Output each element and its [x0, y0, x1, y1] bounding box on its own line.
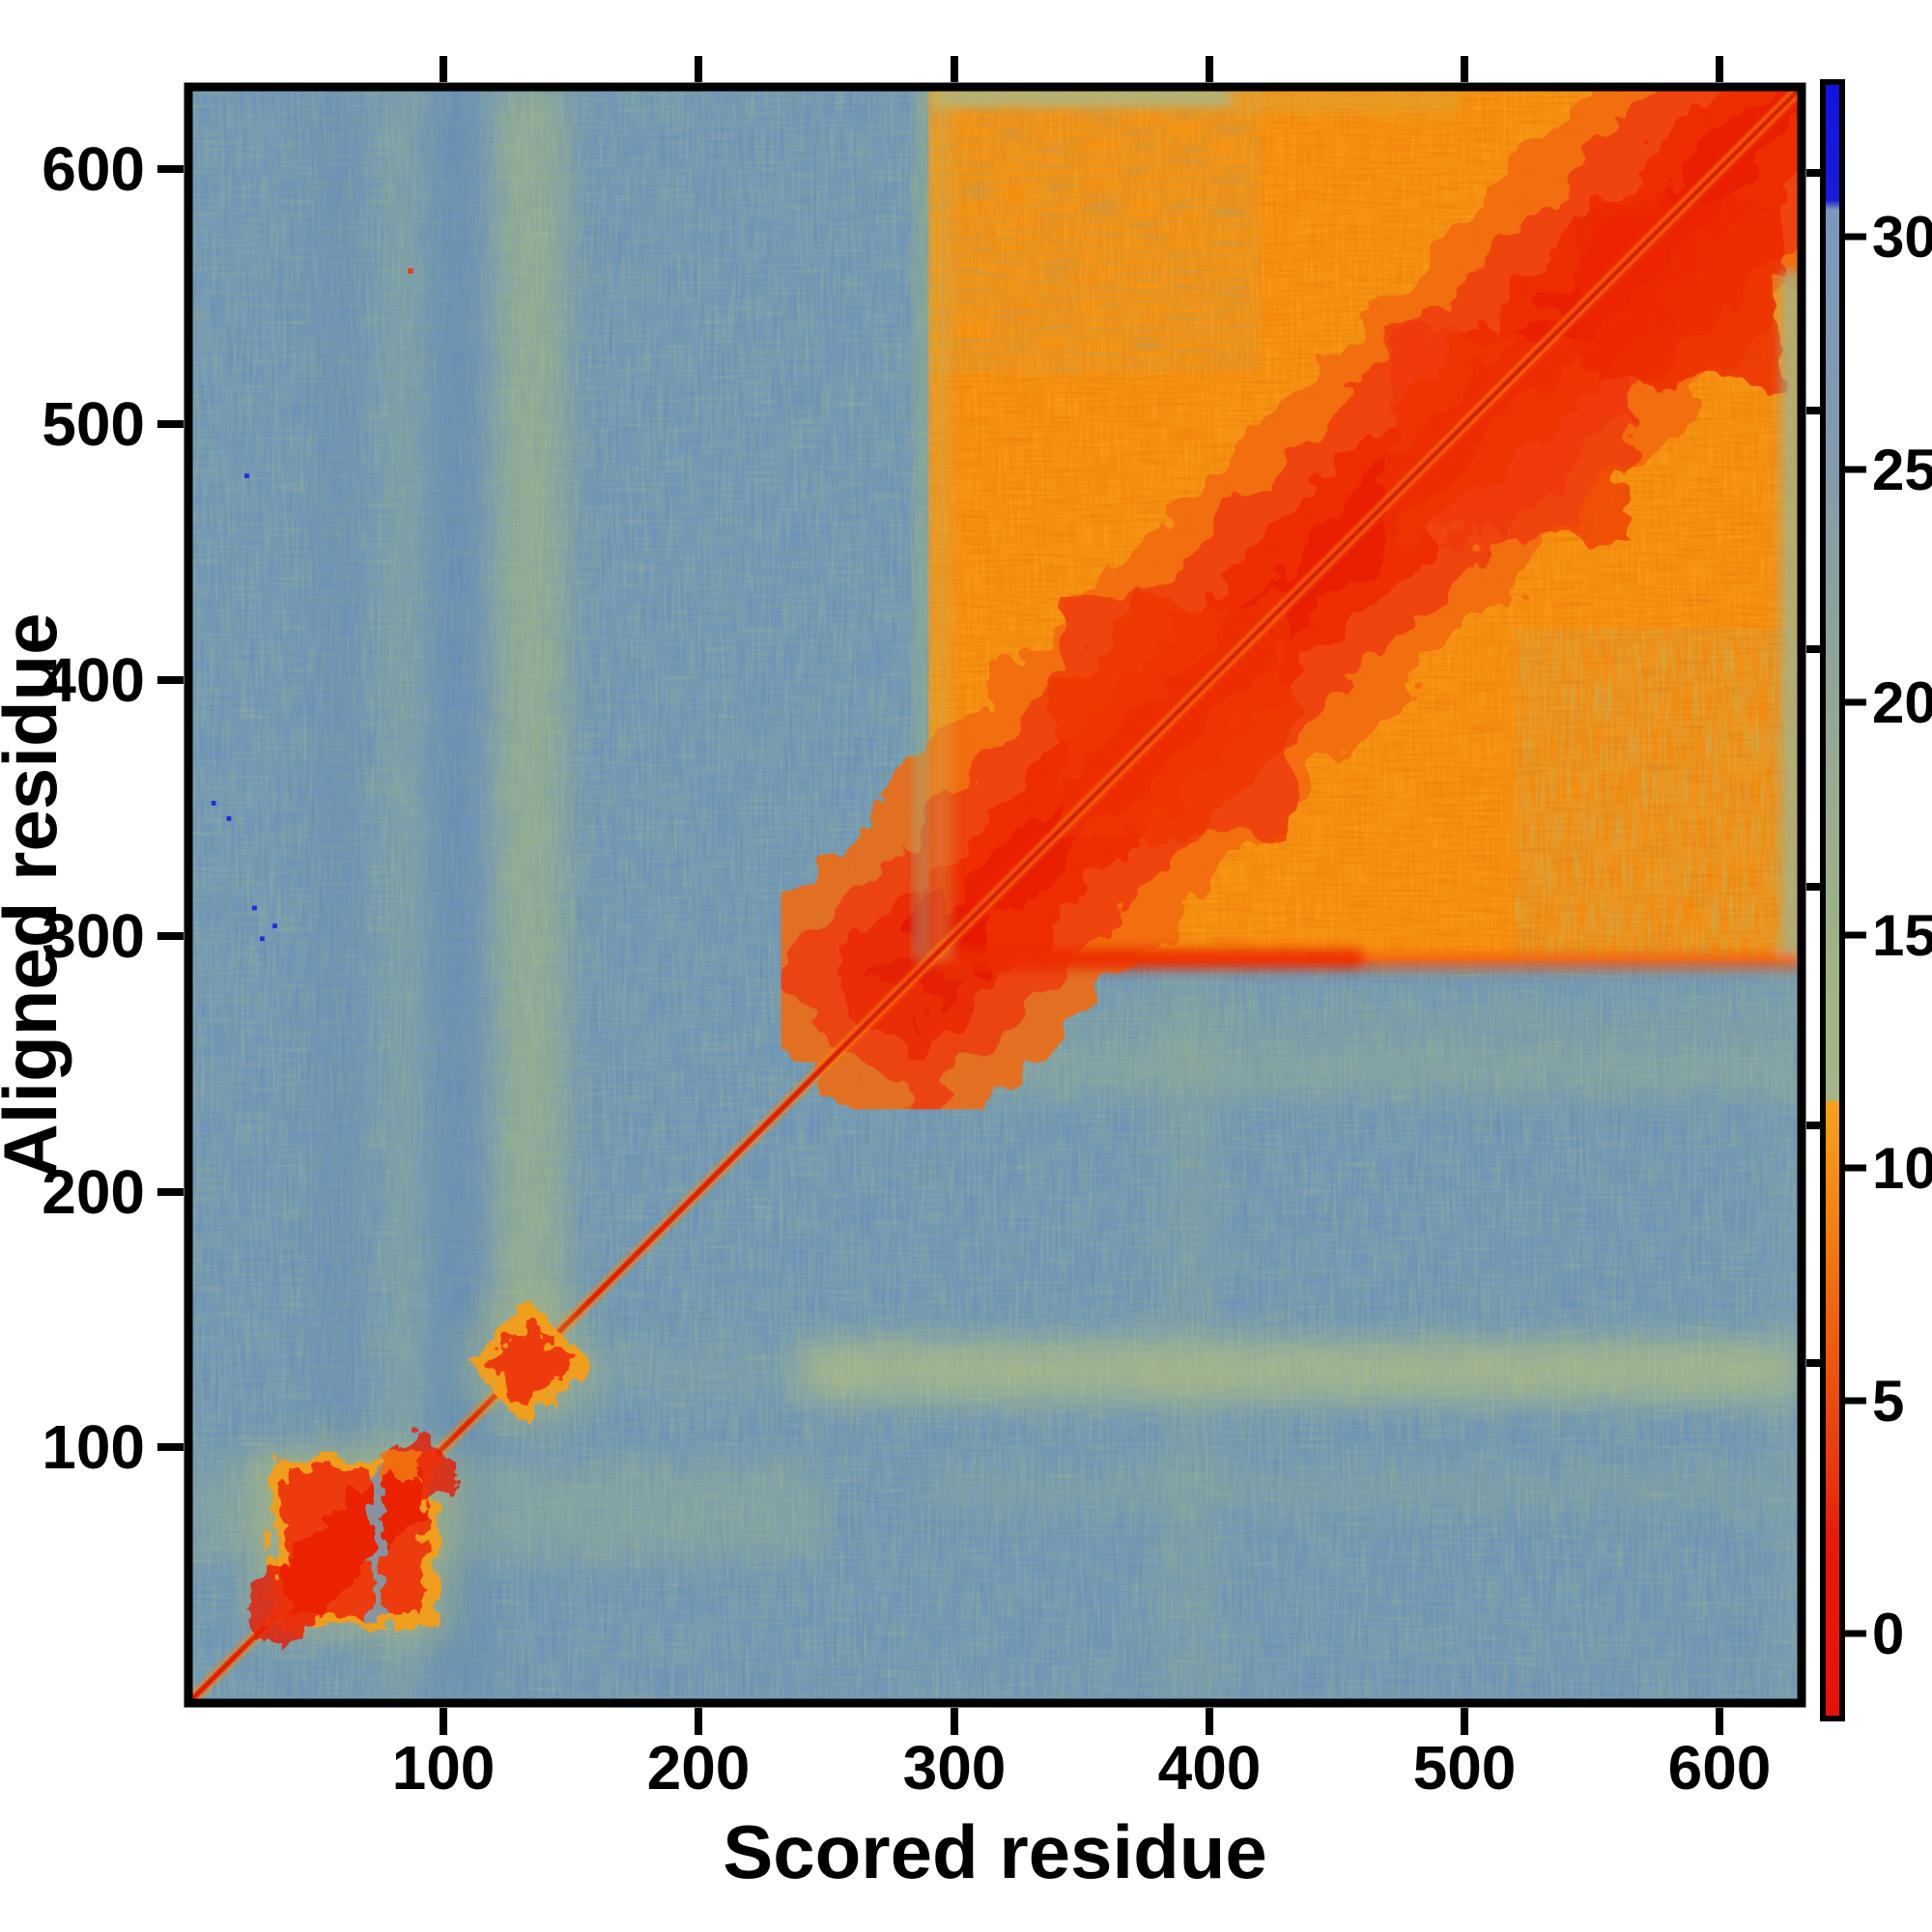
colorbar-gradient	[1820, 79, 1845, 1721]
x-tick-label: 500	[1413, 1733, 1517, 1803]
colorbar: 30 25 20 15 10 5 0	[1820, 79, 1932, 1721]
mid-domain-blob	[459, 1293, 597, 1433]
colorbar-tick-label: 10	[1872, 1136, 1932, 1201]
axis-ticks	[157, 56, 1833, 1735]
x-tick-label: 100	[392, 1733, 496, 1803]
x-tick-label: 600	[1668, 1733, 1772, 1803]
y-tick-label: 600	[42, 134, 145, 204]
colorbar-tick-label: 15	[1872, 903, 1932, 968]
colorbar-tick-label: 0	[1872, 1602, 1904, 1666]
y-tick-label: 500	[42, 389, 145, 459]
plot-border	[184, 82, 1806, 1708]
y-tick-label: 100	[42, 1412, 145, 1482]
x-tick-label: 300	[903, 1733, 1007, 1803]
outlier-specks	[211, 268, 413, 942]
x-tick-label: 400	[1158, 1733, 1262, 1803]
y-axis-title: Aligned residue	[0, 612, 72, 1178]
n-terminal-blob	[238, 1431, 461, 1654]
colorbar-tick-label: 25	[1872, 438, 1932, 502]
x-axis-title: Scored residue	[723, 1809, 1267, 1894]
colorbar-tick-label: 20	[1872, 670, 1932, 735]
y-tick-label: 300	[42, 901, 145, 971]
heatmap-canvas	[188, 86, 1802, 1703]
diagonal-line	[188, 86, 1802, 1703]
x-tick-label: 200	[647, 1733, 751, 1803]
y-tick-label: 400	[42, 645, 145, 715]
colorbar-ticks	[1845, 233, 1866, 1637]
colorbar-tick-label: 30	[1872, 205, 1932, 270]
colorbar-tick-label: 5	[1872, 1369, 1904, 1434]
y-tick-label: 200	[42, 1157, 145, 1227]
